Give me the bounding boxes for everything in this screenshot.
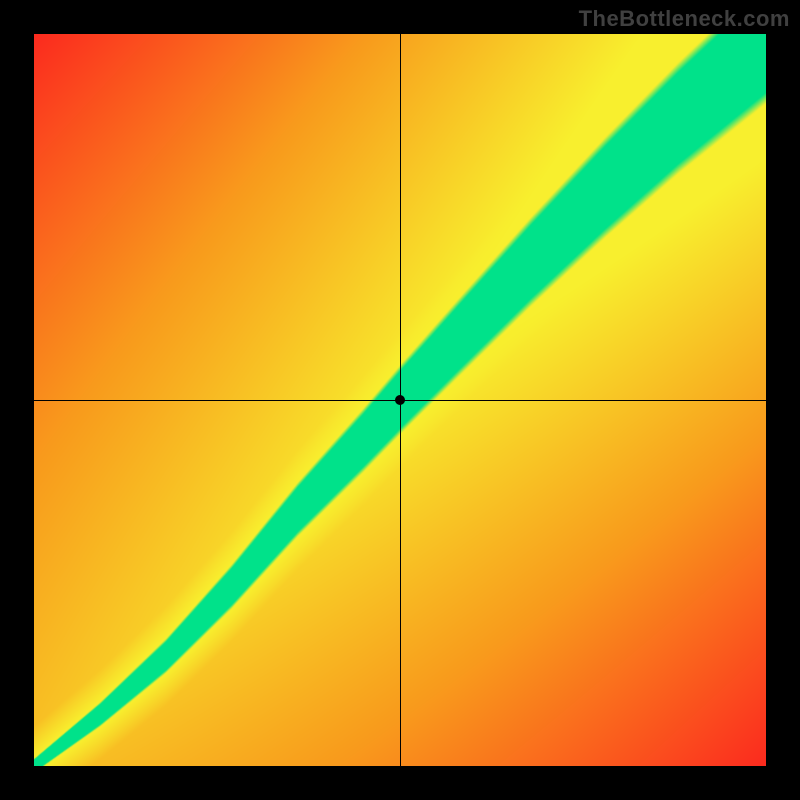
heatmap-plot	[34, 34, 766, 766]
watermark-text: TheBottleneck.com	[579, 6, 790, 32]
crosshair-marker	[395, 395, 405, 405]
